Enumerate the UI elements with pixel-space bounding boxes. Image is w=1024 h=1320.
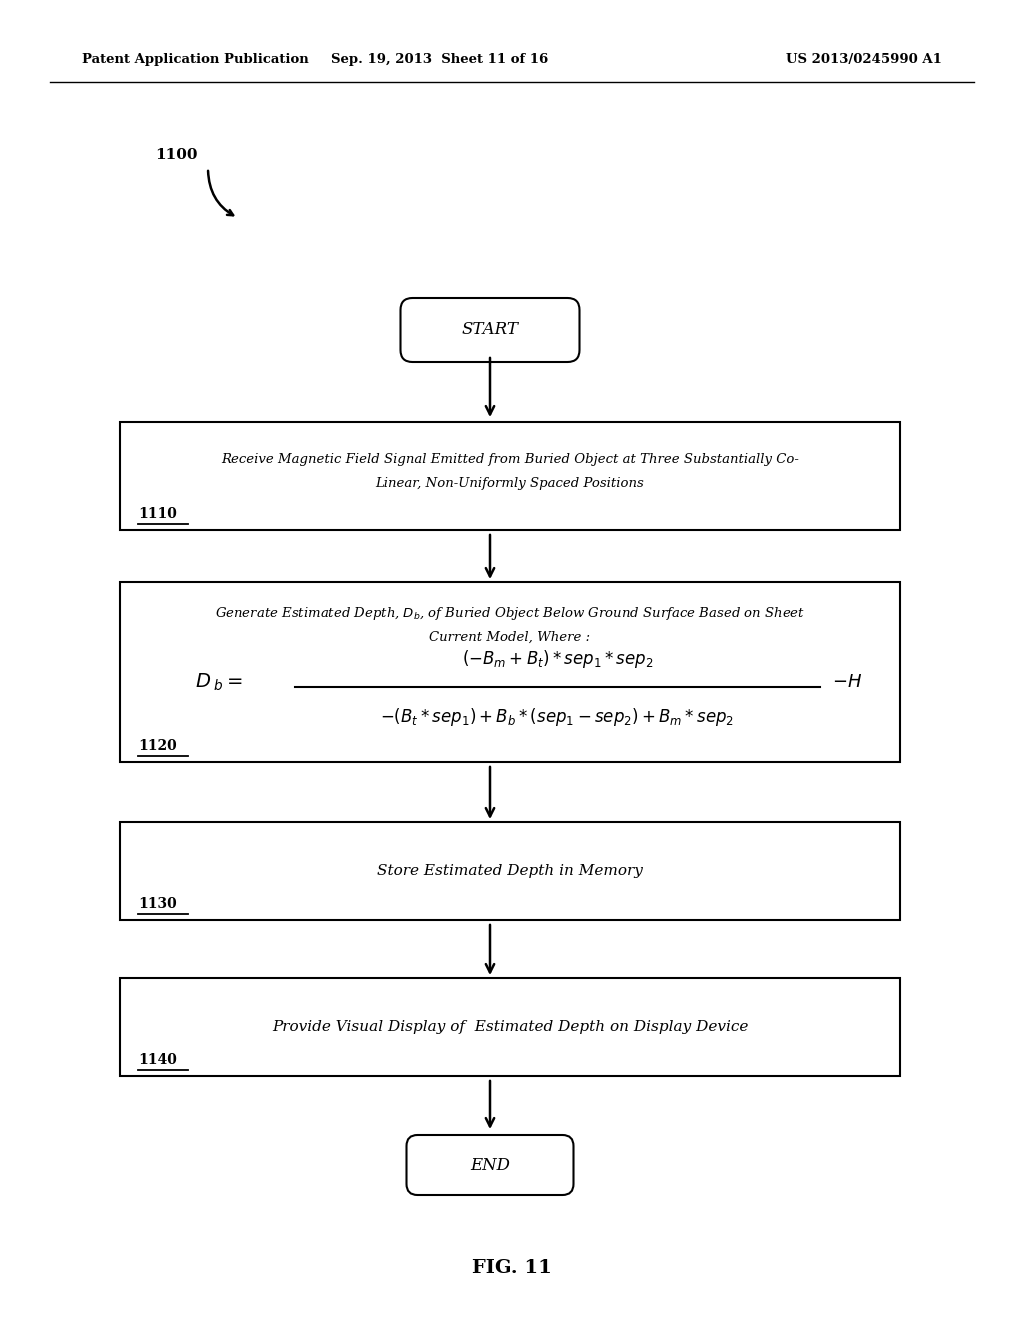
FancyBboxPatch shape bbox=[407, 1135, 573, 1195]
Text: FIG. 11: FIG. 11 bbox=[472, 1259, 552, 1276]
Text: $(-B_m + B_t) * sep_1 * sep_2$: $(-B_m + B_t) * sep_1 * sep_2$ bbox=[462, 648, 653, 671]
Text: Linear, Non-Uniformly Spaced Positions: Linear, Non-Uniformly Spaced Positions bbox=[376, 478, 644, 491]
Text: 1120: 1120 bbox=[138, 739, 177, 752]
Text: $-(B_t * sep_1) + B_b * (sep_1 - sep_2) + B_m * sep_2$: $-(B_t * sep_1) + B_b * (sep_1 - sep_2) … bbox=[380, 706, 734, 729]
Bar bbox=[120, 822, 900, 920]
Bar bbox=[120, 978, 900, 1076]
Bar bbox=[120, 422, 900, 531]
Bar bbox=[120, 582, 900, 762]
Text: Receive Magnetic Field Signal Emitted from Buried Object at Three Substantially : Receive Magnetic Field Signal Emitted fr… bbox=[221, 454, 799, 466]
Text: 1140: 1140 bbox=[138, 1053, 177, 1067]
Text: Generate Estimated Depth, $D_b$, of Buried Object Below Ground Surface Based on : Generate Estimated Depth, $D_b$, of Buri… bbox=[215, 606, 805, 623]
Text: Provide Visual Display of  Estimated Depth on Display Device: Provide Visual Display of Estimated Dept… bbox=[271, 1020, 749, 1034]
FancyBboxPatch shape bbox=[400, 298, 580, 362]
Text: END: END bbox=[470, 1156, 510, 1173]
Text: US 2013/0245990 A1: US 2013/0245990 A1 bbox=[786, 54, 942, 66]
Text: 1100: 1100 bbox=[155, 148, 198, 162]
Text: 1110: 1110 bbox=[138, 507, 177, 521]
Text: Patent Application Publication: Patent Application Publication bbox=[82, 54, 309, 66]
Text: 1130: 1130 bbox=[138, 898, 177, 911]
Text: Sep. 19, 2013  Sheet 11 of 16: Sep. 19, 2013 Sheet 11 of 16 bbox=[332, 54, 549, 66]
Text: $D\,_{b}=$: $D\,_{b}=$ bbox=[195, 672, 243, 693]
Text: START: START bbox=[462, 322, 518, 338]
Text: Current Model, Where :: Current Model, Where : bbox=[429, 631, 591, 644]
Text: Store Estimated Depth in Memory: Store Estimated Depth in Memory bbox=[377, 865, 643, 878]
Text: $- H$: $- H$ bbox=[831, 673, 862, 690]
